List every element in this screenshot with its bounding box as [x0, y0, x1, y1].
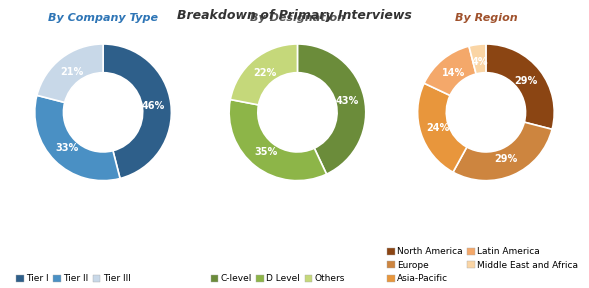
Wedge shape — [486, 44, 554, 129]
Text: 14%: 14% — [442, 68, 465, 78]
Legend: Tier I, Tier II, Tier III: Tier I, Tier II, Tier III — [16, 274, 131, 283]
Wedge shape — [35, 95, 120, 181]
Wedge shape — [103, 44, 171, 179]
Wedge shape — [229, 100, 326, 181]
Text: 33%: 33% — [56, 143, 79, 153]
Text: 46%: 46% — [141, 101, 165, 111]
Text: Breakdown of Primary Interviews: Breakdown of Primary Interviews — [177, 9, 412, 22]
Text: 24%: 24% — [426, 123, 449, 133]
Text: 43%: 43% — [335, 96, 359, 106]
Text: 35%: 35% — [255, 147, 278, 157]
Legend: C-level, D Level, Others: C-level, D Level, Others — [211, 274, 345, 283]
Wedge shape — [469, 44, 486, 74]
Text: 4%: 4% — [471, 57, 488, 67]
Wedge shape — [418, 83, 467, 172]
Title: By Designation: By Designation — [250, 13, 345, 23]
Wedge shape — [230, 44, 297, 105]
Wedge shape — [297, 44, 366, 174]
Text: 22%: 22% — [254, 68, 277, 78]
Legend: North America, Europe, Asia-Pacific, Latin America, Middle East and Africa: North America, Europe, Asia-Pacific, Lat… — [388, 247, 578, 283]
Title: By Region: By Region — [455, 13, 517, 23]
Text: 29%: 29% — [514, 76, 538, 86]
Text: 21%: 21% — [61, 67, 84, 77]
Wedge shape — [424, 46, 476, 95]
Wedge shape — [453, 122, 552, 181]
Wedge shape — [37, 44, 103, 103]
Text: 29%: 29% — [494, 154, 518, 164]
Title: By Company Type: By Company Type — [48, 13, 158, 23]
